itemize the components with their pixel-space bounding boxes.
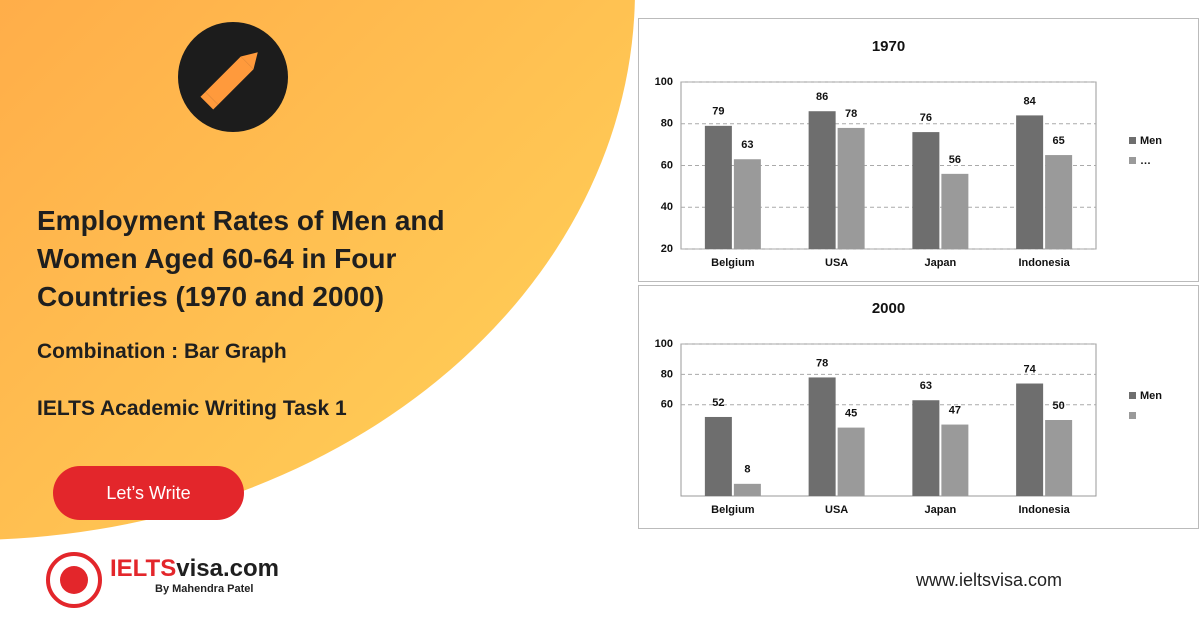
value-label: 84 (1024, 95, 1037, 107)
y-tick-label: 80 (661, 118, 673, 130)
subtitle: Combination : Bar Graph (37, 340, 287, 363)
bar (808, 377, 836, 496)
write-button[interactable]: Let’s Write (53, 466, 244, 520)
y-tick-label: 40 (661, 201, 673, 213)
value-label: 63 (920, 380, 932, 392)
bar (1016, 115, 1044, 250)
value-label: 50 (1053, 400, 1065, 412)
bar (837, 427, 865, 496)
bar (1045, 155, 1073, 249)
chart-2000: 2000 60 80 100 Belgium 52 8 USA 78 45 Japan 63 47 Ind… (638, 285, 1199, 529)
value-label: 78 (845, 108, 857, 120)
y-tick-label: 100 (655, 76, 673, 88)
value-label: 63 (741, 139, 753, 151)
bar (837, 127, 865, 249)
y-tick-label: 60 (661, 159, 673, 171)
chart-1970: 1970 20 40 60 80 100 Belgium 79 63 USA 86 78 Japan 76… (638, 18, 1199, 282)
y-tick-label: 20 (661, 243, 673, 255)
value-label: 86 (816, 91, 828, 103)
value-label: 76 (920, 112, 932, 124)
legend-swatch (1129, 392, 1136, 399)
value-label: 8 (744, 464, 750, 476)
logo-icon (46, 552, 102, 608)
legend-swatch (1129, 412, 1136, 419)
bar (808, 111, 836, 249)
x-tick-label: Indonesia (1018, 504, 1070, 516)
legend-swatch (1129, 157, 1136, 164)
bar (704, 416, 732, 496)
bar (733, 159, 761, 249)
x-tick-label: USA (825, 504, 848, 516)
x-tick-label: USA (825, 257, 848, 269)
y-tick-label: 80 (661, 368, 673, 380)
bar (912, 400, 940, 496)
x-tick-label: Indonesia (1018, 257, 1070, 269)
bar (1016, 383, 1044, 496)
logo-brand: IELTS (110, 555, 177, 582)
legend-label: Men (1140, 390, 1162, 402)
logo-domain: visa.com (176, 555, 279, 582)
legend-label: Men (1140, 135, 1162, 147)
value-label: 79 (712, 106, 724, 118)
chart-title: 2000 (872, 300, 905, 317)
byline: By Mahendra Patel (155, 583, 254, 595)
x-tick-label: Japan (924, 257, 956, 269)
value-label: 65 (1053, 135, 1065, 147)
title: Employment Rates of Men and Women Aged 6… (37, 205, 445, 312)
pencil-icon (178, 22, 288, 132)
value-label: 56 (949, 154, 961, 166)
value-label: 78 (816, 357, 828, 369)
task-label: IELTS Academic Writing Task 1 (37, 397, 347, 420)
bar (912, 132, 940, 249)
logo-text: IELTSvisa.com (110, 555, 279, 583)
bar (1045, 420, 1073, 496)
value-label: 45 (845, 408, 857, 420)
value-label: 52 (712, 397, 724, 409)
x-tick-label: Belgium (711, 257, 755, 269)
legend-label: … (1140, 155, 1151, 167)
bar (704, 125, 732, 249)
plot-area (680, 343, 1097, 497)
value-label: 74 (1024, 363, 1037, 375)
website-url: www.ieltsvisa.com (916, 570, 1063, 590)
chart-title: 1970 (872, 38, 905, 55)
bar (941, 424, 969, 496)
x-tick-label: Belgium (711, 504, 755, 516)
value-label: 47 (949, 404, 961, 416)
bar (941, 173, 969, 249)
x-tick-label: Japan (924, 504, 956, 516)
y-tick-label: 60 (661, 399, 673, 411)
bar (733, 483, 761, 496)
y-tick-label: 100 (655, 338, 673, 350)
legend-swatch (1129, 137, 1136, 144)
